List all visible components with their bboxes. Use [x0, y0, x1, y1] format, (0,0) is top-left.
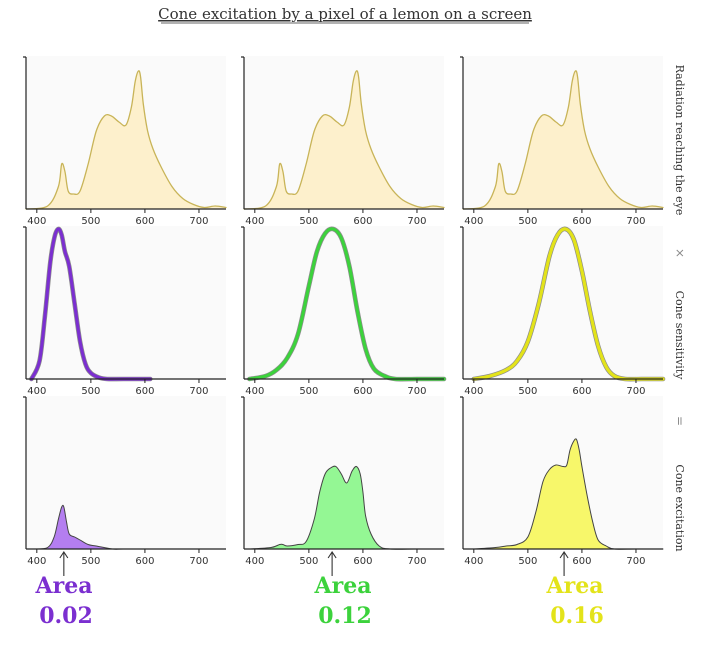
panel-background [26, 396, 226, 549]
x-tick-label: 500 [81, 386, 100, 397]
series-line-radiation [462, 70, 664, 210]
x-tick-label: 500 [299, 556, 318, 567]
row-label-radiation: Radiation reaching the eye [673, 65, 686, 216]
x-tick-label: 400 [27, 556, 46, 567]
area-value-L: 0.16 [550, 603, 604, 629]
x-tick-label: 600 [572, 556, 591, 567]
area-label: Area [546, 573, 604, 599]
panel-grid: 400 500 600 700 400 500 600 700 400 500 600 700 400 5… [23, 56, 666, 567]
panel-background [26, 226, 226, 379]
x-tick-label: 700 [189, 216, 208, 227]
x-tick-label: 700 [407, 216, 426, 227]
panel-excitation-L: 400 500 600 700 [460, 396, 664, 567]
x-tick-label: 500 [299, 216, 318, 227]
x-tick-label: 700 [407, 386, 426, 397]
area-annotations: Area 0.02 Area 0.12 Area 0.16 [35, 551, 604, 629]
x-tick-label: 500 [81, 216, 100, 227]
x-tick-label: 400 [464, 556, 483, 567]
panel-sensitivity-S: 400 500 600 700 [23, 226, 226, 397]
x-tick-label: 600 [135, 216, 154, 227]
series-line-excitation [33, 504, 151, 550]
x-tick-label: 700 [626, 386, 645, 397]
x-tick-label: 600 [135, 386, 154, 397]
x-tick-label: 600 [353, 216, 372, 227]
row-label-excitation: Cone excitation [673, 464, 686, 551]
panel-radiation-S: 400 500 600 700 [23, 56, 227, 227]
equals-operator: = [673, 416, 687, 426]
area-arrow-head [327, 551, 337, 559]
series-line-radiation [25, 70, 227, 210]
series-area-radiation [26, 70, 226, 210]
area-arrow-head [559, 551, 569, 559]
x-tick-label: 400 [245, 216, 264, 227]
x-tick-label: 400 [27, 386, 46, 397]
area-value-M: 0.12 [318, 603, 372, 629]
panel-radiation-M: 400 500 600 700 [241, 56, 445, 227]
x-tick-label: 500 [81, 556, 100, 567]
area-label: Area [35, 573, 93, 599]
multiply-operator: × [673, 248, 687, 258]
x-tick-label: 700 [407, 556, 426, 567]
x-tick-label: 400 [245, 556, 264, 567]
area-label: Area [314, 573, 372, 599]
x-tick-label: 400 [464, 216, 483, 227]
x-tick-label: 500 [299, 386, 318, 397]
panel-radiation-L: 400 500 600 700 [460, 56, 664, 227]
series-area-radiation [463, 70, 663, 210]
series-line-sensitivity [472, 227, 665, 381]
x-tick-label: 600 [572, 216, 591, 227]
series-area-excitation [473, 438, 663, 550]
chart-title: Cone excitation by a pixel of a lemon on… [158, 5, 532, 23]
series-line-sensitivity [247, 227, 446, 381]
panel-excitation-S: 400 500 600 700 [23, 396, 226, 567]
series-area-excitation [249, 466, 444, 550]
area-value-S: 0.02 [39, 603, 93, 629]
x-tick-label: 700 [189, 386, 208, 397]
x-tick-label: 600 [353, 386, 372, 397]
x-tick-label: 700 [189, 556, 208, 567]
x-tick-label: 400 [27, 216, 46, 227]
x-tick-label: 400 [464, 386, 483, 397]
x-tick-label: 500 [518, 386, 537, 397]
row-label-sensitivity: Cone sensitivity [673, 291, 686, 381]
series-area-excitation [34, 505, 151, 550]
area-arrow-head [59, 551, 69, 559]
panel-sensitivity-M: 400 500 600 700 [241, 226, 447, 397]
x-tick-label: 500 [518, 556, 537, 567]
row-labels: Radiation reaching the eye Cone sensitivi… [673, 65, 687, 552]
x-tick-label: 400 [245, 386, 264, 397]
x-tick-label: 700 [626, 216, 645, 227]
series-line-sensitivity [29, 227, 152, 381]
series-line-excitation [248, 465, 445, 550]
panel-excitation-M: 400 500 600 700 [241, 396, 445, 567]
series-area-radiation [244, 70, 444, 210]
x-tick-label: 700 [626, 556, 645, 567]
x-tick-label: 500 [518, 216, 537, 227]
panel-background [463, 226, 663, 379]
series-line-excitation [473, 438, 664, 550]
x-tick-label: 600 [353, 556, 372, 567]
series-line-radiation [243, 70, 445, 210]
panel-sensitivity-L: 400 500 600 700 [460, 226, 666, 397]
x-tick-label: 600 [135, 556, 154, 567]
x-tick-label: 600 [572, 386, 591, 397]
